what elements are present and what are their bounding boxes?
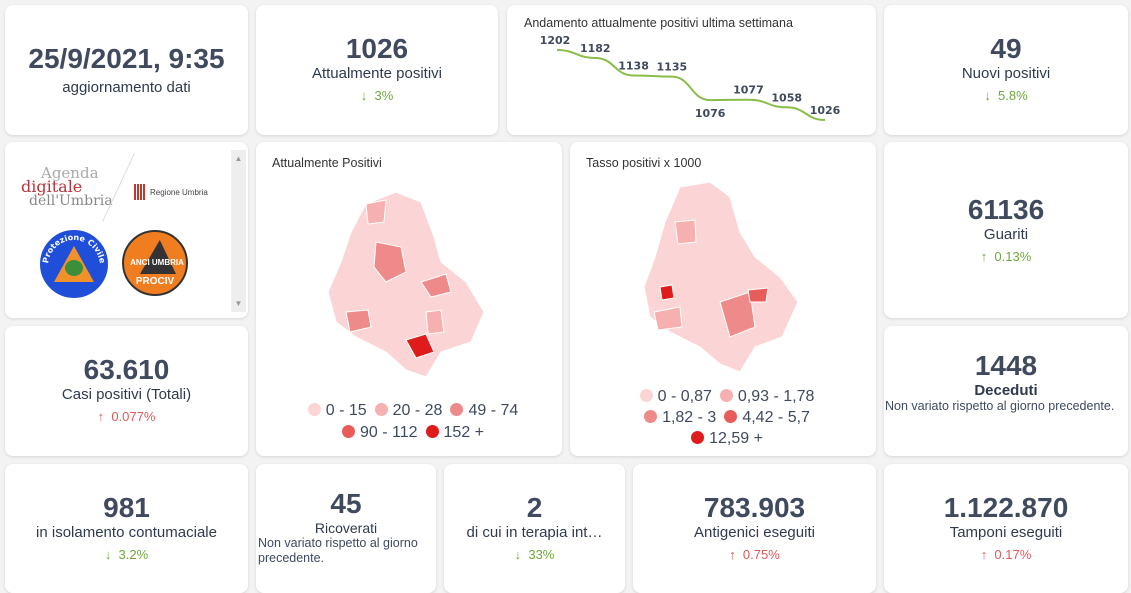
positivi-label: Attualmente positivi — [311, 65, 443, 82]
guariti-value: 61136 — [967, 194, 1045, 225]
data-label: 1026 — [810, 104, 841, 117]
antigenici-card: 783.903 Antigenici eseguiti ↑ 0.75% — [633, 464, 876, 593]
arrow-up-icon: ↑ — [97, 409, 105, 424]
positivi-value: 1026 — [345, 33, 409, 64]
arrow-down-icon: ↓ — [514, 547, 522, 562]
antigenici-trend: ↑ 0.75% — [729, 547, 780, 562]
scrollbar[interactable]: ▲ ▼ — [231, 150, 246, 312]
nuovi-label: Nuovi positivi — [961, 65, 1051, 82]
deceduti-value: 1448 — [974, 350, 1038, 381]
arrow-up-icon: ↑ — [980, 249, 988, 264]
trend-chart: 1202 1182 1138 1135 1076 1077 1058 1026 — [540, 34, 841, 121]
agenda-digitale-logo: Agenda digitale dell'Umbria — [21, 164, 113, 209]
map1-title: Attualmente Positivi — [272, 156, 382, 170]
positivi-card: 1026 Attualmente positivi ↓ 3% — [256, 5, 498, 135]
guariti-card: 61136 Guariti ↑ 0.13% — [884, 142, 1128, 318]
trend-line — [556, 49, 826, 121]
casi-card: 63.610 Casi positivi (Totali) ↑ 0.077% — [5, 326, 248, 456]
protezione-civile-logo: Protezione Civile — [38, 228, 110, 300]
data-label: 1077 — [733, 84, 764, 97]
data-label: 1182 — [580, 42, 611, 55]
guariti-label: Guariti — [983, 226, 1029, 243]
isolamento-label: in isolamento contumaciale — [36, 524, 217, 541]
deceduti-label: Deceduti — [974, 382, 1038, 399]
isolamento-value: 981 — [103, 492, 150, 523]
arrow-down-icon: ↓ — [360, 88, 368, 103]
chart-title: Andamento attualmente positivi ultima se… — [524, 16, 793, 30]
regione-emblem-icon — [134, 184, 146, 200]
map1-legend: 0 - 15 20 - 28 49 - 74 90 - 112 152 + — [256, 400, 562, 444]
logos-card: Agenda digitale dell'Umbria Regione Umbr… — [5, 142, 248, 318]
scroll-up-icon: ▲ — [234, 154, 243, 163]
terapia-card: 2 di cui in terapia int… ↓ 33% — [444, 464, 625, 593]
isolamento-card: 981 in isolamento contumaciale ↓ 3.2% — [5, 464, 248, 593]
deceduti-card: 1448 Deceduti Non variato rispetto al gi… — [884, 326, 1128, 456]
guariti-trend: ↑ 0.13% — [980, 249, 1032, 264]
scroll-down-icon: ▼ — [234, 299, 243, 308]
regione-umbria-logo: Regione Umbria — [134, 184, 208, 200]
umbria-map-positivi[interactable] — [256, 142, 562, 456]
casi-label: Casi positivi (Totali) — [61, 386, 192, 403]
update-datetime: 25/9/2021, 9:35 — [28, 43, 225, 74]
casi-trend: ↑ 0.077% — [97, 409, 156, 424]
trend-chart-card: Andamento attualmente positivi ultima se… — [507, 5, 876, 135]
data-label: 1138 — [618, 59, 649, 72]
tamponi-value: 1.122.870 — [943, 492, 1069, 523]
arrow-down-icon: ↓ — [984, 88, 991, 103]
ricoverati-value: 45 — [330, 488, 362, 519]
terapia-label: di cui in terapia int… — [466, 524, 603, 541]
arrow-up-icon: ↑ — [729, 547, 736, 562]
deceduti-note: Non variato rispetto al giorno precedent… — [885, 399, 1115, 413]
nuovi-value: 49 — [990, 33, 1022, 64]
casi-value: 63.610 — [83, 354, 170, 385]
anci-prociv-logo: ANCI UMBRIA PROCIV — [122, 230, 188, 296]
legend-dot — [307, 403, 321, 416]
map-attualmente-positivi-card: Attualmente Positivi 0 - 15 20 - 28 49 - 7… — [256, 142, 562, 456]
ricoverati-label: Ricoverati — [314, 520, 378, 536]
tamponi-label: Tamponi eseguiti — [949, 524, 1063, 541]
tamponi-trend: ↑ 0.17% — [980, 547, 1032, 562]
data-label: 1202 — [540, 34, 571, 47]
ricoverati-note: Non variato rispetto al giorno precedent… — [258, 536, 418, 565]
umbria-map-tasso[interactable] — [570, 142, 876, 456]
arrow-down-icon: ↓ — [104, 547, 112, 562]
antigenici-label: Antigenici eseguiti — [694, 524, 815, 541]
terapia-value: 2 — [526, 492, 543, 523]
update-card: 25/9/2021, 9:35 aggiornamento dati — [5, 5, 248, 135]
data-label: 1135 — [657, 61, 688, 74]
update-label: aggiornamento dati — [62, 79, 191, 96]
nuovi-card: 49 Nuovi positivi ↓ 5.8% — [884, 5, 1128, 135]
map-tasso-positivi-card: Tasso positivi x 1000 0 - 0,87 0,93 - 1,7… — [570, 142, 876, 456]
ricoverati-card: 45 Ricoverati Non variato rispetto al gi… — [256, 464, 436, 593]
data-label: 1058 — [771, 91, 802, 104]
map2-legend: 0 - 0,87 0,93 - 1,78 1,82 - 3 4,42 - 5,7 1… — [570, 386, 876, 449]
isolamento-trend: ↓ 3.2% — [104, 547, 149, 562]
data-label: 1076 — [695, 107, 726, 120]
terapia-trend: ↓ 33% — [514, 547, 555, 562]
arrow-up-icon: ↑ — [980, 547, 988, 562]
antigenici-value: 783.903 — [703, 492, 806, 523]
map2-title: Tasso positivi x 1000 — [586, 156, 702, 170]
tamponi-card: 1.122.870 Tamponi eseguiti ↑ 0.17% — [884, 464, 1128, 593]
positivi-trend: ↓ 3% — [360, 88, 394, 103]
nuovi-trend: ↓ 5.8% — [984, 88, 1028, 103]
